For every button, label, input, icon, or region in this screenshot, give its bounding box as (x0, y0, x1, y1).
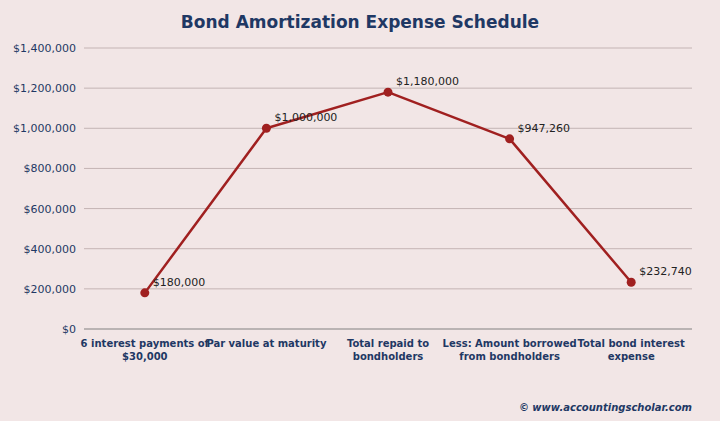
grid-line (84, 208, 692, 209)
point (384, 88, 393, 97)
y-tick-label: $800,000 (24, 162, 77, 175)
point (505, 134, 514, 143)
title: Bond Amortization Expense Schedule (181, 12, 539, 32)
grid-line (84, 329, 692, 330)
x-tick-label: Total repaid to bondholders (347, 338, 429, 362)
data-label: $1,180,000 (396, 75, 459, 88)
y-tick-label: $0 (62, 323, 76, 336)
chart-container: Bond Amortization Expense Schedule $0 $200… (0, 0, 720, 421)
chart-svg: Bond Amortization Expense Schedule $0 $200… (0, 0, 720, 421)
data-label: $180,000 (153, 276, 206, 289)
x-axis-line (84, 329, 692, 330)
y-tick-label: $1,400,000 (13, 42, 76, 55)
x-tick-label-line: from bondholders (459, 351, 560, 362)
x-tick-label: Par value at maturity (206, 338, 327, 349)
x-tick-label-line: 6 interest payments of (81, 338, 210, 349)
y-tick-label: $600,000 (24, 203, 77, 216)
grid-line (84, 128, 692, 129)
x-tick-label-line: Total bond interest (578, 338, 685, 349)
grid-line (84, 48, 692, 49)
page: {"chart_data": {"type": "line", "title":… (0, 0, 720, 421)
point (140, 288, 149, 297)
y-tick-label: $400,000 (24, 243, 77, 256)
x-tick-label-line: Par value at maturity (206, 338, 327, 349)
x-tick-label-line: Less: Amount borrowed (443, 338, 577, 349)
point (627, 278, 636, 287)
x-tick-label-line: $30,000 (122, 351, 168, 362)
marks (140, 88, 635, 298)
x-tick-label: Total bond interest expense (578, 338, 685, 362)
data-label: $947,260 (518, 122, 571, 135)
x-tick-label: 6 interest payments of $30,000 (81, 338, 210, 362)
x-tick-label: Less: Amount borrowed from bondholders (443, 338, 577, 362)
y-tick-label: $1,000,000 (13, 122, 76, 135)
x-tick-label-line: Total repaid to (347, 338, 429, 349)
point (262, 124, 271, 133)
x-tick-label-line: expense (608, 351, 655, 362)
data-label: $1,000,000 (274, 111, 337, 124)
grid-line (84, 168, 692, 169)
watermark: © www.accountingscholar.com (519, 402, 692, 413)
y-tick-label: $200,000 (24, 283, 77, 296)
grid (84, 48, 692, 329)
x-tick-label-line: bondholders (353, 351, 424, 362)
line (145, 92, 631, 293)
y-tick-label: $1,200,000 (13, 82, 76, 95)
background (0, 0, 720, 421)
data-label: $232,740 (639, 265, 692, 278)
